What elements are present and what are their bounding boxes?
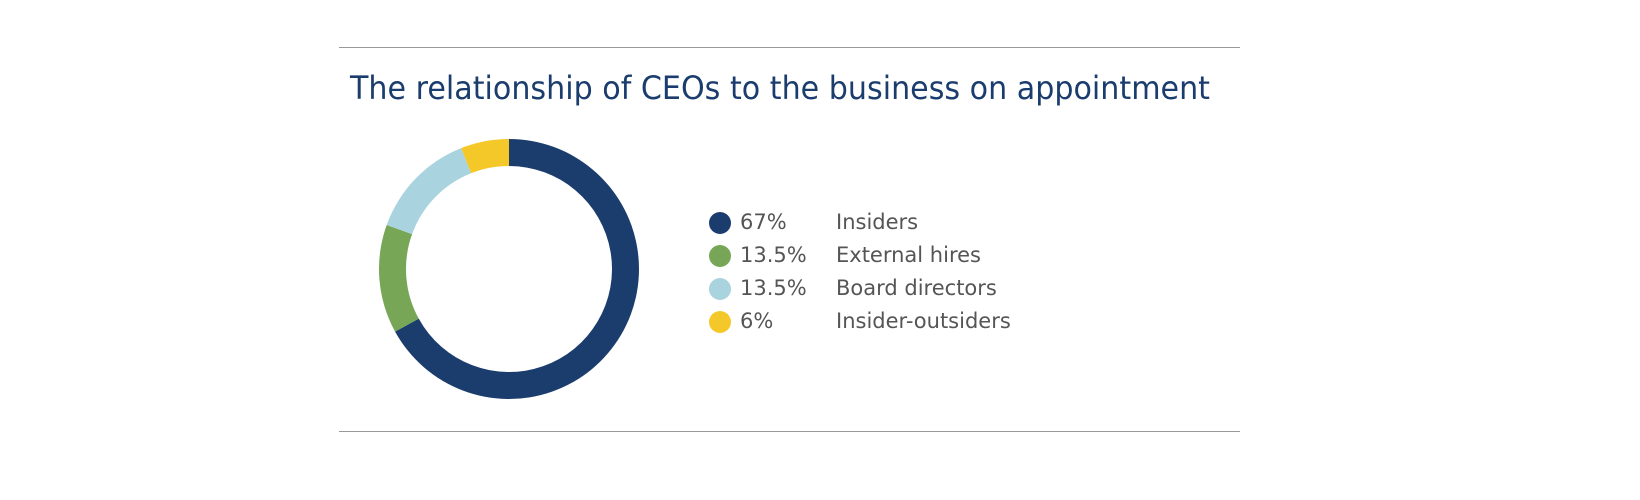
legend-value: 67% bbox=[740, 210, 787, 234]
legend-swatch bbox=[709, 278, 731, 300]
legend-label: Board directors bbox=[836, 276, 997, 300]
legend-swatch bbox=[709, 212, 731, 234]
legend-value: 13.5% bbox=[740, 276, 807, 300]
legend-label: External hires bbox=[836, 243, 981, 267]
donut-slice bbox=[461, 139, 509, 174]
legend-value: 6% bbox=[740, 309, 773, 333]
legend-label: Insider-outsiders bbox=[836, 309, 1011, 333]
legend-swatch bbox=[709, 245, 731, 267]
legend-swatch bbox=[709, 311, 731, 333]
legend-value: 13.5% bbox=[740, 243, 807, 267]
donut-slice bbox=[378, 224, 419, 332]
chart-title: The relationship of CEOs to the business… bbox=[349, 69, 1210, 107]
donut-slice bbox=[386, 148, 472, 235]
legend-label: Insiders bbox=[836, 210, 918, 234]
